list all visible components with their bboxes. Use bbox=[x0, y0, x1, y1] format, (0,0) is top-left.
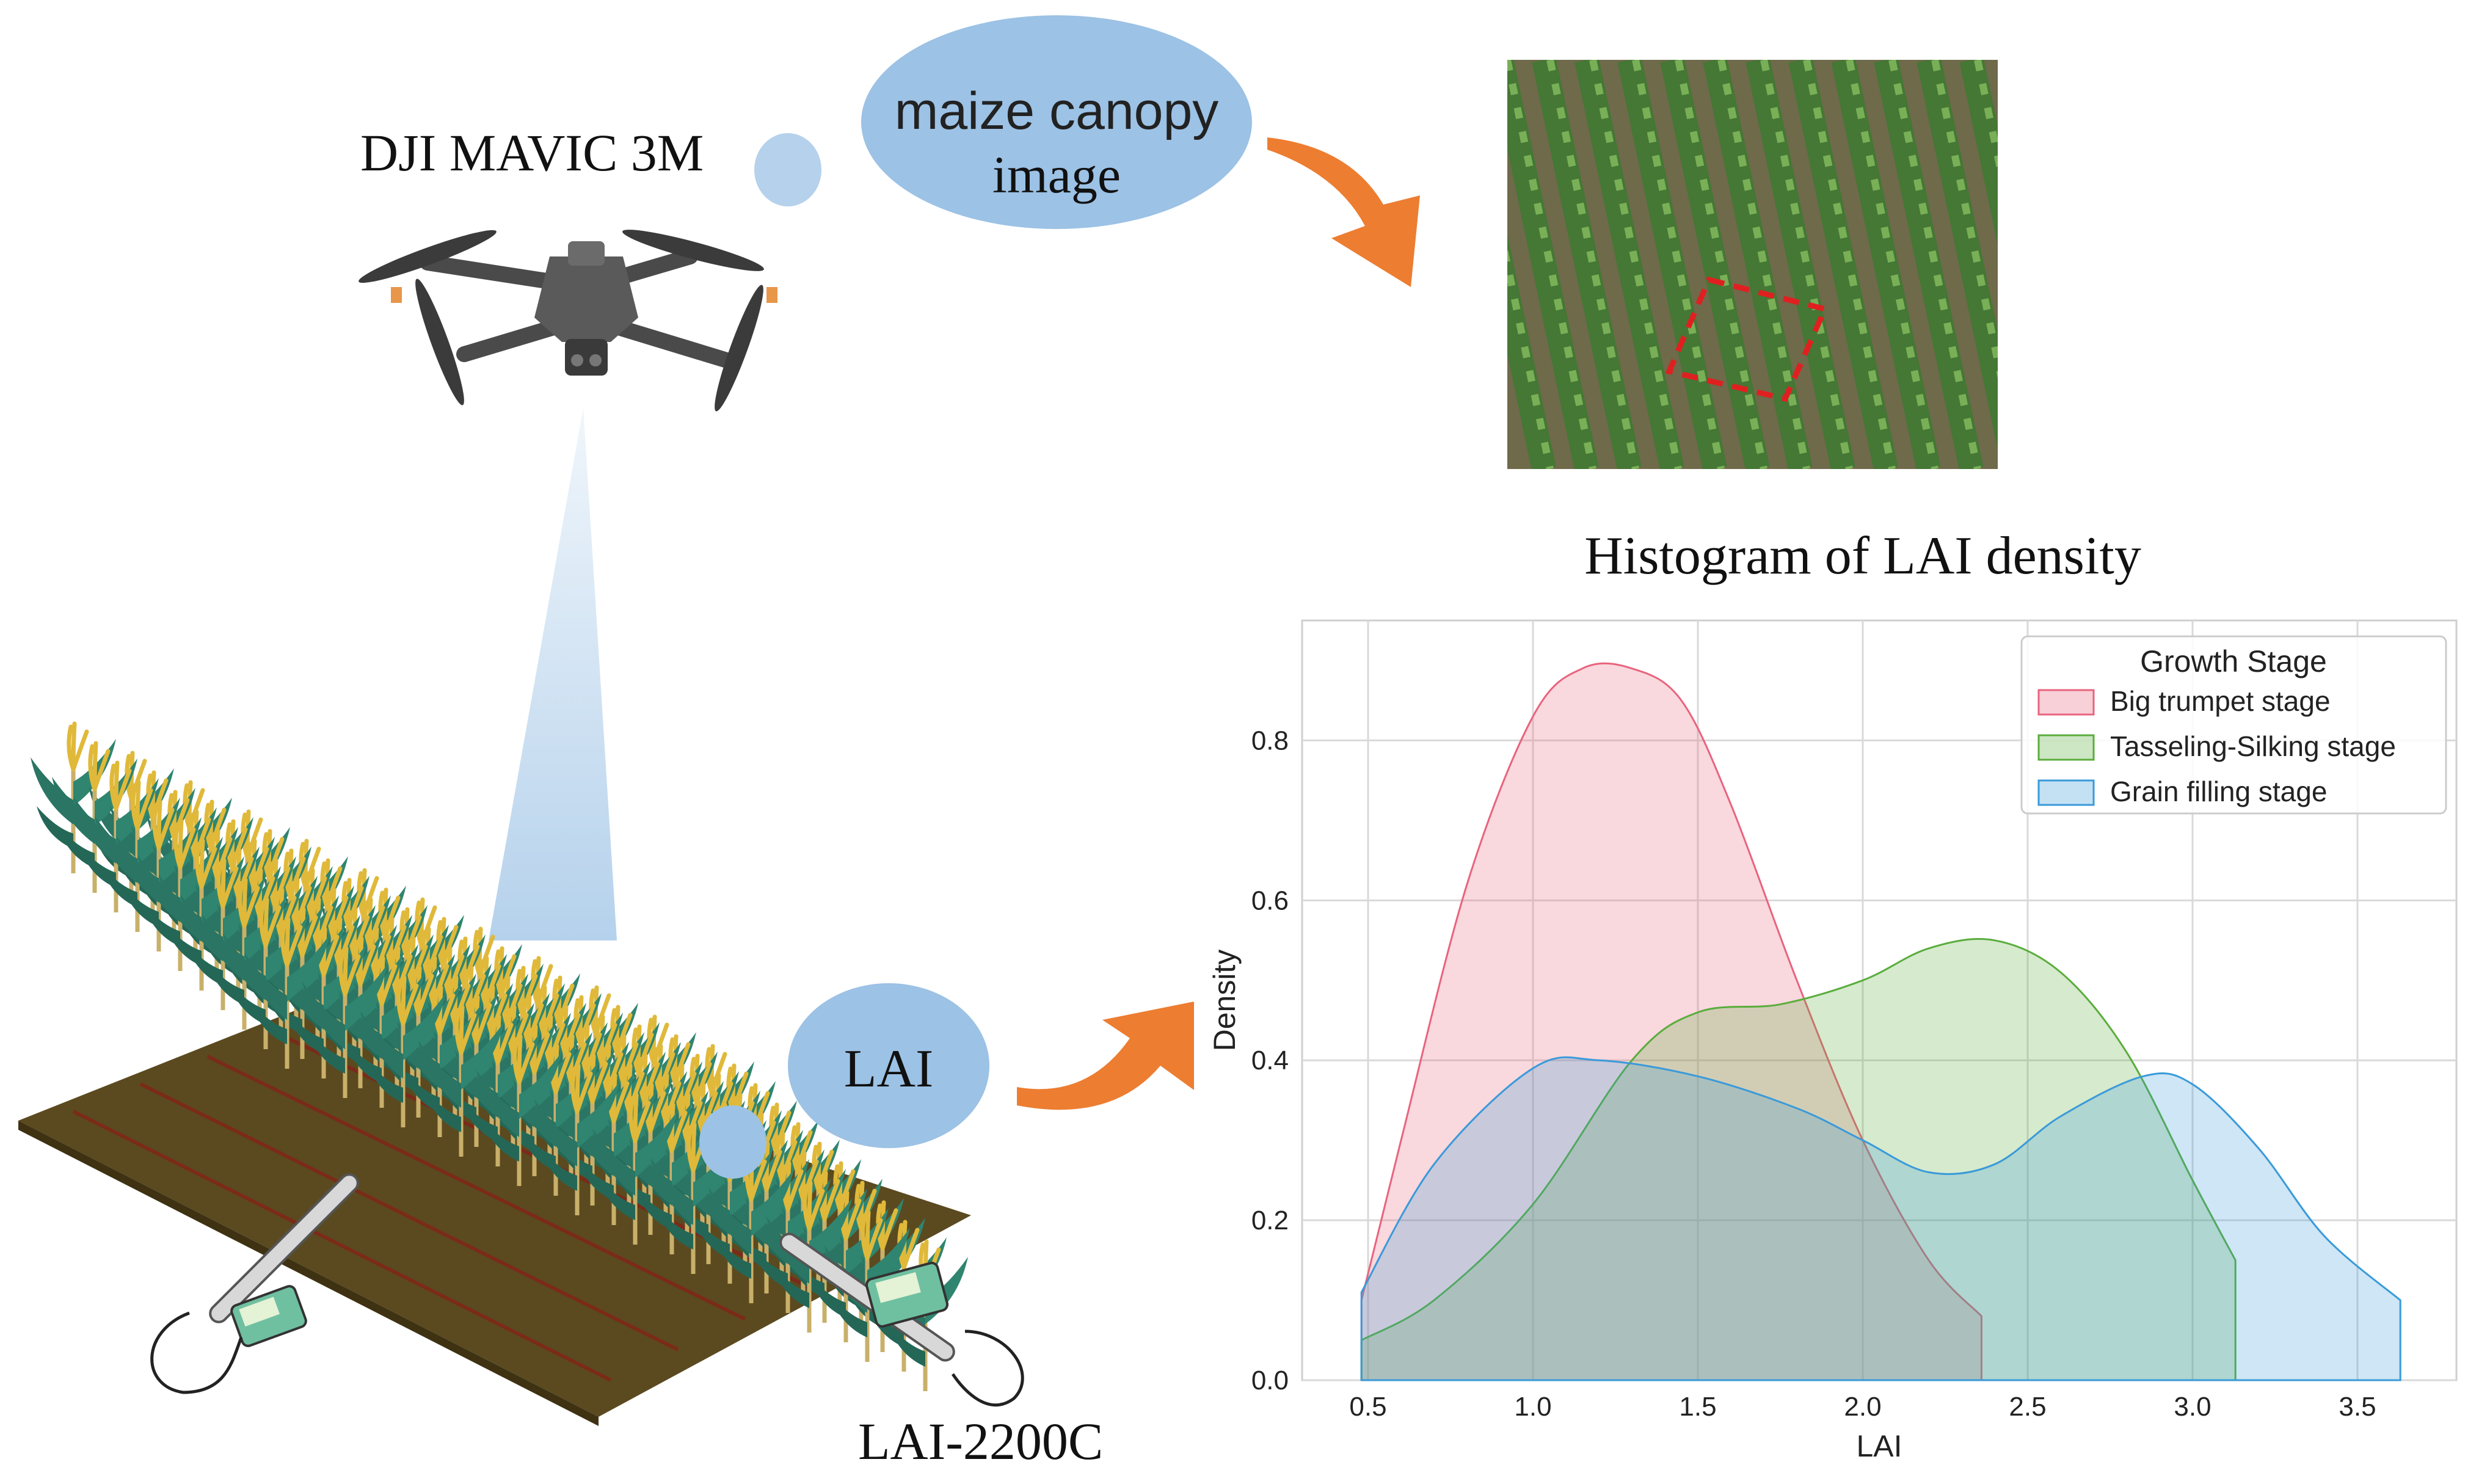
crop-row-highlight bbox=[1589, 60, 1682, 469]
y-tick-label: 0.4 bbox=[1251, 1046, 1289, 1075]
maize-plant bbox=[418, 1005, 504, 1157]
drone-label: DJI MAVIC 3M bbox=[360, 123, 704, 182]
drone-icon bbox=[359, 230, 777, 412]
meter-label: LAI-2200C bbox=[858, 1412, 1104, 1471]
maize-plant bbox=[708, 1151, 794, 1303]
maize-plant bbox=[302, 946, 388, 1098]
y-tick-label: 0.2 bbox=[1251, 1206, 1289, 1235]
maize-plant bbox=[766, 1180, 852, 1333]
crop-row-highlight bbox=[1507, 60, 1596, 469]
lai-bubble bbox=[788, 983, 989, 1148]
maize-plant bbox=[244, 917, 330, 1069]
legend-label: Big trumpet stage bbox=[2110, 685, 2331, 717]
maize-field-illustration bbox=[31, 721, 968, 1391]
x-axis-label: LAI bbox=[1856, 1429, 1902, 1463]
canopy-image-label-line2: image bbox=[992, 145, 1121, 204]
crop-row bbox=[1959, 60, 1998, 246]
maize-plant bbox=[592, 1093, 678, 1245]
curved-arrow-icon-lower bbox=[1017, 1002, 1194, 1110]
legend-label: Tasseling-Silking stage bbox=[2110, 730, 2396, 762]
x-tick-label: 3.0 bbox=[2174, 1392, 2211, 1422]
density-area-2 bbox=[1360, 1056, 2401, 1381]
canopy-image-bubble bbox=[861, 15, 1252, 229]
crop-row bbox=[1788, 60, 1898, 469]
legend: Growth Stage Big trumpet stage Tasseling-… bbox=[2020, 635, 2447, 815]
crop-row-highlight bbox=[1675, 60, 1767, 469]
selection-box bbox=[1665, 276, 1829, 402]
x-tick-label: 2.0 bbox=[1844, 1392, 1881, 1422]
maize-plant bbox=[534, 1063, 620, 1215]
crop-row-highlight bbox=[1888, 60, 1981, 469]
legend-swatch bbox=[2037, 779, 2095, 806]
lai-label: LAI bbox=[843, 1039, 934, 1099]
maize-plant bbox=[360, 975, 446, 1127]
crop-row bbox=[1746, 60, 1855, 469]
x-tick-label: 1.5 bbox=[1679, 1392, 1716, 1422]
x-tick-label: 3.5 bbox=[2339, 1392, 2376, 1422]
x-tick-label: 1.0 bbox=[1514, 1392, 1551, 1422]
crop-row-highlight bbox=[1803, 60, 1896, 469]
crop-row bbox=[1917, 60, 1998, 450]
crop-row-highlight bbox=[1546, 60, 1639, 469]
histogram-title: Histogram of LAI density bbox=[1584, 526, 2141, 586]
maize-plant bbox=[476, 1034, 562, 1186]
crop-row bbox=[1507, 234, 1556, 469]
density-area-0 bbox=[1360, 662, 1982, 1381]
crop-row bbox=[1831, 60, 1941, 469]
y-tick-label: 0.6 bbox=[1251, 886, 1289, 915]
y-tick-label: 0.8 bbox=[1251, 726, 1289, 755]
small-bubble-lai bbox=[699, 1105, 766, 1179]
crop-row-highlight bbox=[1760, 60, 1853, 469]
legend-swatch bbox=[2037, 689, 2095, 716]
x-tick-label: 0.5 bbox=[1349, 1392, 1386, 1422]
crop-row bbox=[1874, 60, 1984, 469]
canopy-image-label: maize canopy image bbox=[861, 79, 1252, 206]
crop-row bbox=[1532, 60, 1642, 469]
maize-canopy-photo bbox=[1507, 60, 1998, 469]
crop-row-highlight bbox=[1846, 60, 1938, 469]
crop-row bbox=[1617, 60, 1727, 469]
crop-row bbox=[1507, 60, 1599, 469]
crop-row-highlight bbox=[1632, 60, 1725, 469]
legend-title: Growth Stage bbox=[2140, 644, 2327, 678]
canopy-image-label-line1: maize canopy bbox=[894, 82, 1219, 140]
lai-meter-icon bbox=[150, 1173, 1024, 1407]
legend-label: Grain filling stage bbox=[2110, 776, 2327, 807]
density-area-1 bbox=[1360, 938, 2237, 1381]
crop-row-highlight bbox=[1717, 60, 1810, 469]
legend-swatch bbox=[2037, 734, 2095, 761]
crop-row bbox=[1574, 60, 1684, 469]
crop-row-highlight bbox=[1507, 246, 1554, 469]
small-bubble-top bbox=[754, 133, 821, 206]
x-tick-label: 2.5 bbox=[2009, 1392, 2046, 1422]
light-cone bbox=[489, 408, 617, 940]
curved-arrow-icon bbox=[1267, 137, 1420, 287]
y-axis-label: Density bbox=[1207, 950, 1242, 1052]
lai-density-chart: 0.5 1.0 1.5 2.0 2.5 3.0 3.5 0.0 0.2 0.4 0.6 0.8 LAI… bbox=[1207, 619, 2458, 1463]
y-tick-label: 0.0 bbox=[1251, 1366, 1289, 1395]
crop-row bbox=[1660, 60, 1770, 469]
